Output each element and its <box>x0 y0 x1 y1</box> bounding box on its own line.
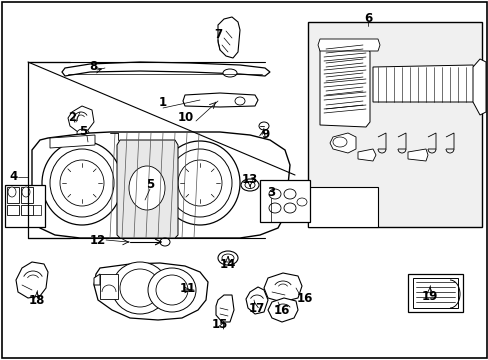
Polygon shape <box>329 133 355 153</box>
Polygon shape <box>472 59 485 115</box>
Ellipse shape <box>268 203 281 213</box>
Polygon shape <box>218 17 240 58</box>
Text: 17: 17 <box>248 301 264 315</box>
Polygon shape <box>68 106 94 132</box>
Ellipse shape <box>268 189 281 199</box>
Polygon shape <box>357 149 375 161</box>
Polygon shape <box>183 93 258 107</box>
Ellipse shape <box>129 166 164 210</box>
Text: 11: 11 <box>180 283 196 296</box>
Ellipse shape <box>22 187 30 197</box>
Polygon shape <box>216 295 234 322</box>
Bar <box>21 187 33 203</box>
Text: 1: 1 <box>159 96 167 109</box>
Text: 16: 16 <box>273 303 289 316</box>
Ellipse shape <box>77 129 89 137</box>
Bar <box>7 187 19 203</box>
Ellipse shape <box>218 251 238 265</box>
Polygon shape <box>16 262 48 298</box>
Text: 7: 7 <box>214 28 222 41</box>
Polygon shape <box>267 298 297 322</box>
Polygon shape <box>372 65 475 102</box>
Text: 13: 13 <box>242 174 258 186</box>
Text: 5: 5 <box>79 126 87 139</box>
Ellipse shape <box>235 97 244 105</box>
Text: 8: 8 <box>89 60 97 73</box>
Bar <box>7 205 19 215</box>
Ellipse shape <box>42 141 122 225</box>
Polygon shape <box>307 187 377 227</box>
Bar <box>21 205 33 215</box>
Bar <box>412 278 457 308</box>
Bar <box>5 185 45 227</box>
Ellipse shape <box>223 69 237 77</box>
Ellipse shape <box>148 268 196 312</box>
Polygon shape <box>117 140 178 238</box>
Polygon shape <box>94 263 207 320</box>
Text: 3: 3 <box>266 186 274 199</box>
Ellipse shape <box>160 141 240 225</box>
Ellipse shape <box>8 187 16 197</box>
Bar <box>100 274 118 299</box>
Polygon shape <box>32 132 289 238</box>
Polygon shape <box>50 135 95 148</box>
Text: 2: 2 <box>68 112 76 125</box>
Polygon shape <box>264 273 302 302</box>
Bar <box>407 274 462 312</box>
Text: 16: 16 <box>296 292 312 305</box>
Text: 10: 10 <box>178 112 194 125</box>
Text: 5: 5 <box>145 179 154 192</box>
Polygon shape <box>94 274 100 285</box>
Polygon shape <box>407 149 427 161</box>
Text: 19: 19 <box>421 291 437 303</box>
Text: 18: 18 <box>29 293 45 306</box>
Ellipse shape <box>160 238 170 246</box>
Text: 12: 12 <box>90 234 106 247</box>
Ellipse shape <box>112 262 168 314</box>
Polygon shape <box>319 42 369 127</box>
Text: 15: 15 <box>211 319 228 332</box>
Text: 4: 4 <box>10 171 18 184</box>
Text: 6: 6 <box>363 12 371 24</box>
Ellipse shape <box>284 189 295 199</box>
Bar <box>307 22 481 227</box>
Text: 9: 9 <box>262 129 269 141</box>
Ellipse shape <box>241 179 259 191</box>
Polygon shape <box>62 62 269 76</box>
Polygon shape <box>317 39 379 51</box>
Ellipse shape <box>284 203 295 213</box>
Ellipse shape <box>259 122 268 130</box>
Polygon shape <box>245 287 267 314</box>
Bar <box>260 180 309 222</box>
Text: 14: 14 <box>220 258 236 271</box>
Bar <box>33 205 41 215</box>
